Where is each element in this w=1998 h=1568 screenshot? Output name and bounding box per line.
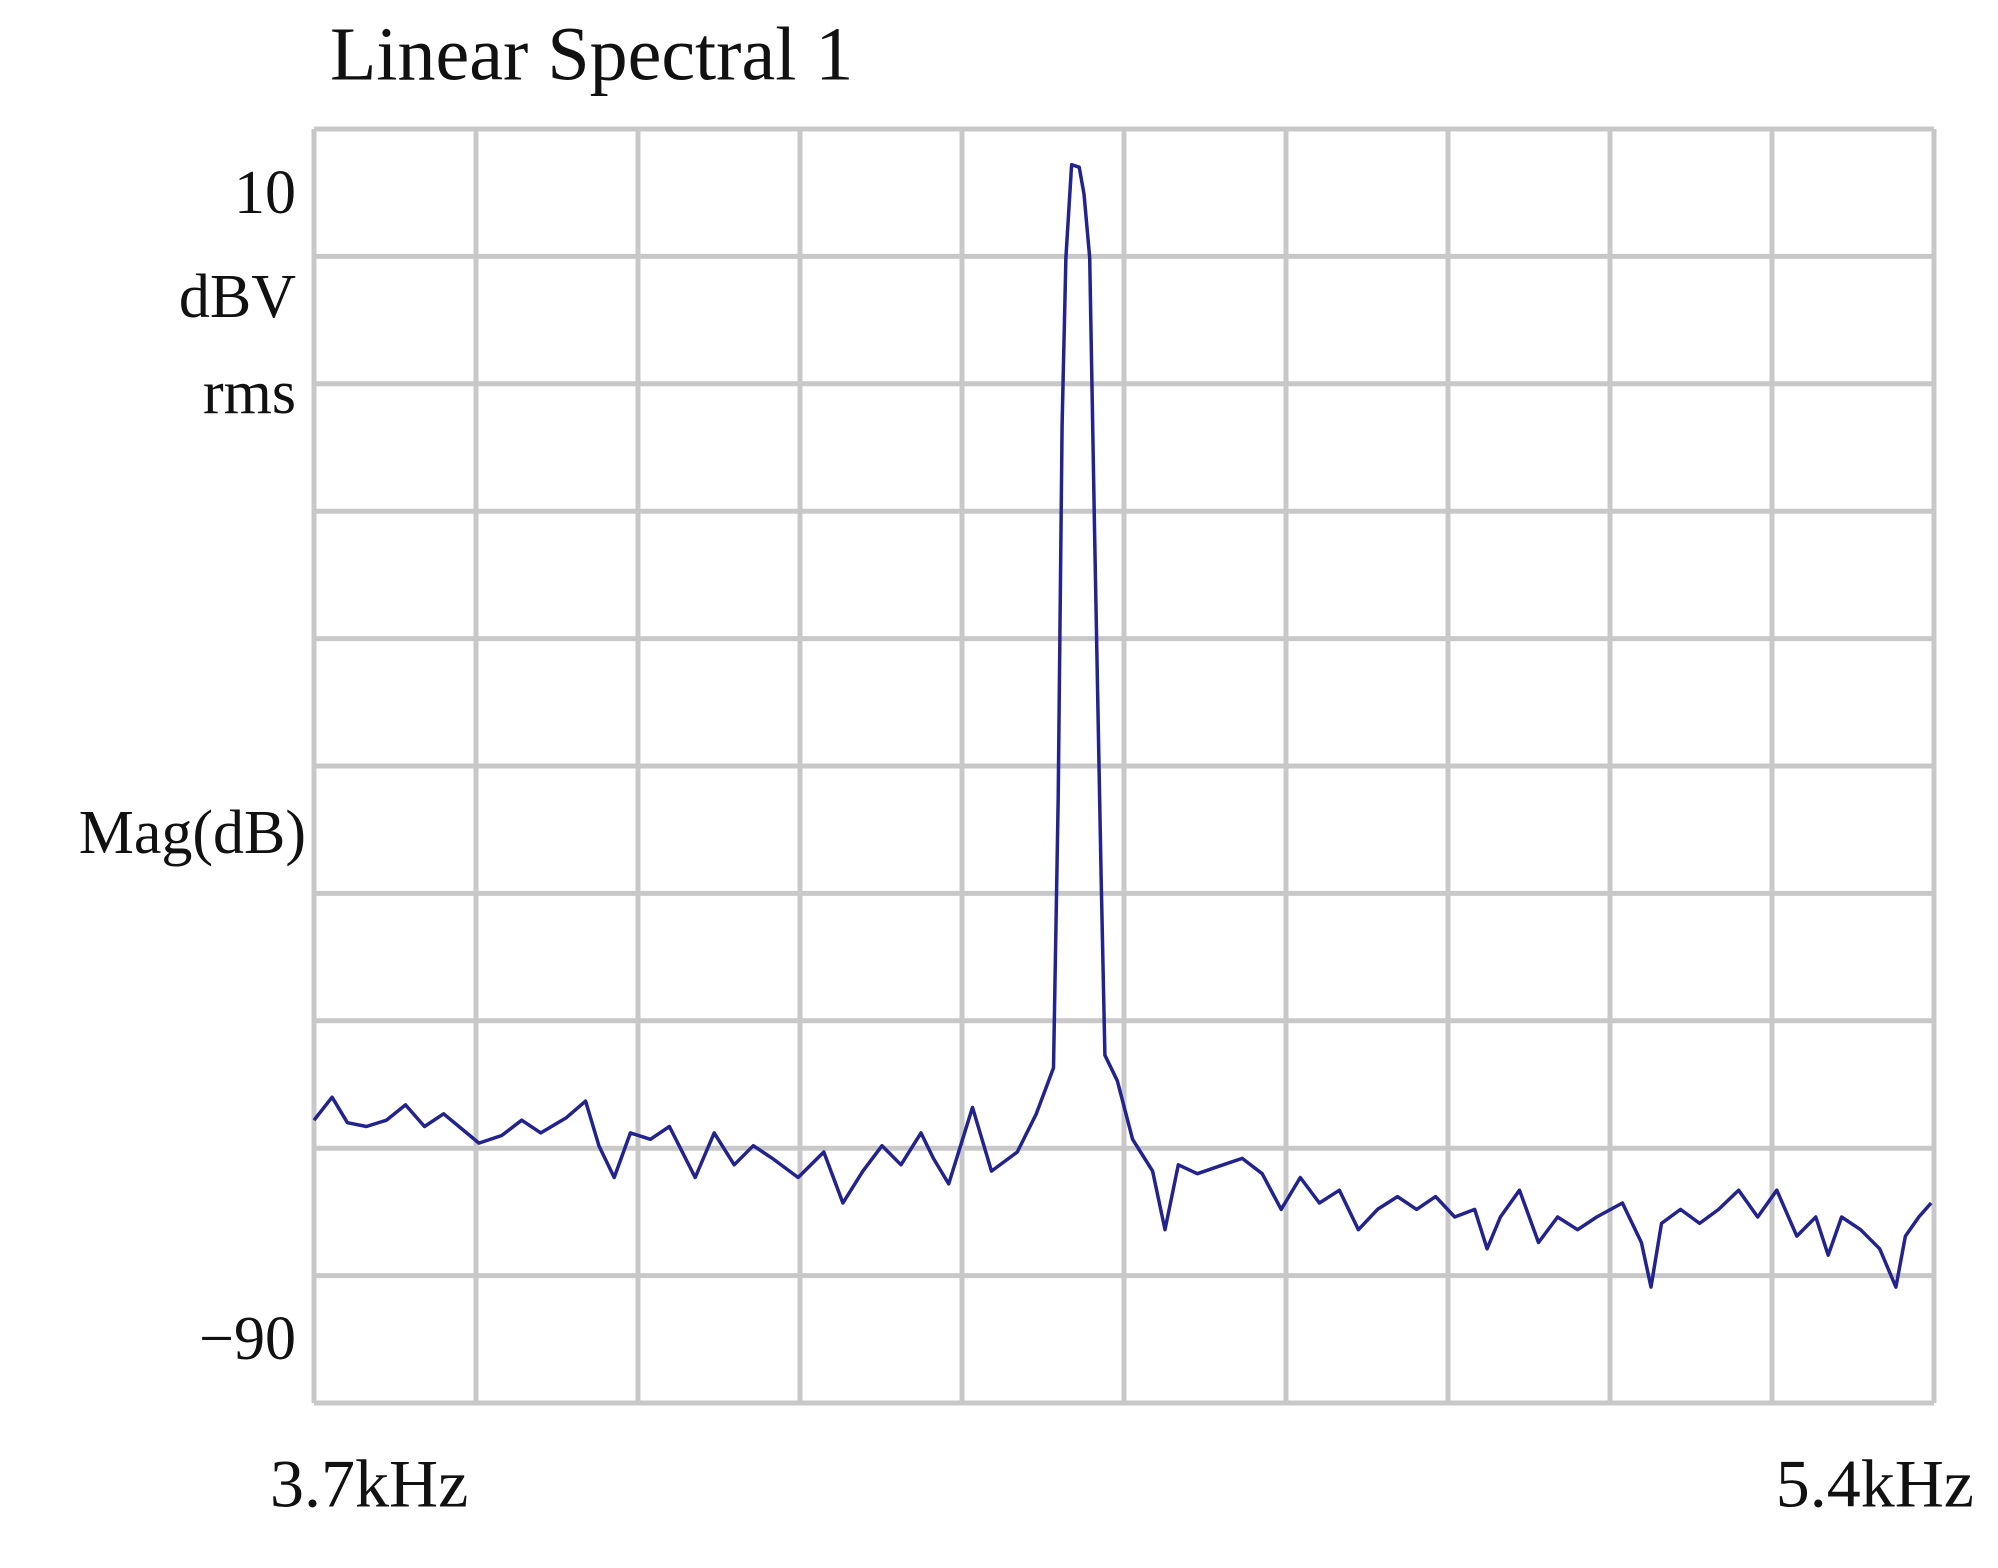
y-tick-label: −90: [199, 1305, 296, 1373]
axis-annotation: dBV: [179, 263, 296, 331]
axis-annotation: Mag(dB): [79, 799, 306, 867]
x-tick-label: 5.4kHz: [1776, 1446, 1974, 1522]
spectrum-line: [312, 162, 1933, 1289]
axis-annotation: rms: [203, 359, 296, 427]
y-tick-label: 10: [234, 159, 296, 227]
x-tick-label: 3.7kHz: [270, 1446, 468, 1522]
chart-title: Linear Spectral 1: [330, 12, 853, 96]
